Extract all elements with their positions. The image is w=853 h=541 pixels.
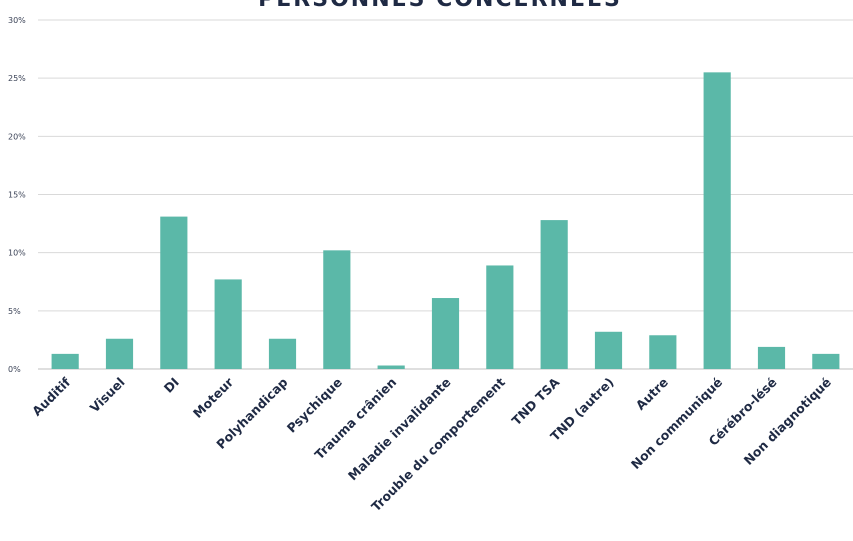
- bar: [812, 353, 840, 369]
- x-tick-label: TND TSA: [509, 374, 563, 428]
- y-tick-label: 25%: [8, 74, 26, 83]
- x-tick-label: Autre: [633, 375, 671, 413]
- bar: [486, 265, 514, 369]
- x-tick-label: Auditif: [29, 374, 74, 419]
- y-tick-label: 10%: [8, 249, 26, 258]
- bar: [323, 250, 351, 369]
- x-tick-label: Moteur: [190, 374, 237, 421]
- bars: [51, 72, 840, 369]
- bar: [160, 216, 188, 369]
- y-tick-label: 5%: [8, 307, 21, 316]
- x-tick-label: Non communiqué: [628, 375, 725, 472]
- bar: [51, 353, 79, 369]
- x-tick-label: DI: [161, 375, 182, 396]
- x-tick-label: Maladie invalidante: [345, 375, 454, 484]
- bar: [594, 331, 623, 369]
- y-axis-ticks: 0% 5% 10% 15% 20% 25% 30%: [8, 16, 26, 374]
- bar: [757, 346, 786, 369]
- y-tick-label: 0%: [8, 365, 21, 374]
- bar: [377, 365, 405, 369]
- y-tick-label: 30%: [8, 16, 26, 25]
- bar: [649, 335, 677, 369]
- bar: [431, 298, 460, 369]
- x-axis-ticks: Auditif Visuel DI MoteurPolyhandicapPsychiq…: [29, 374, 834, 514]
- chart-title: PERSONNES CONCERNÉES: [258, 0, 622, 12]
- y-tick-label: 20%: [8, 132, 26, 141]
- bar: [105, 338, 134, 369]
- y-tick-label: 15%: [8, 191, 26, 200]
- bar: [703, 72, 731, 369]
- bar: [540, 220, 568, 369]
- bar: [268, 338, 297, 369]
- bar: [214, 279, 242, 369]
- x-tick-label: Visuel: [87, 375, 128, 416]
